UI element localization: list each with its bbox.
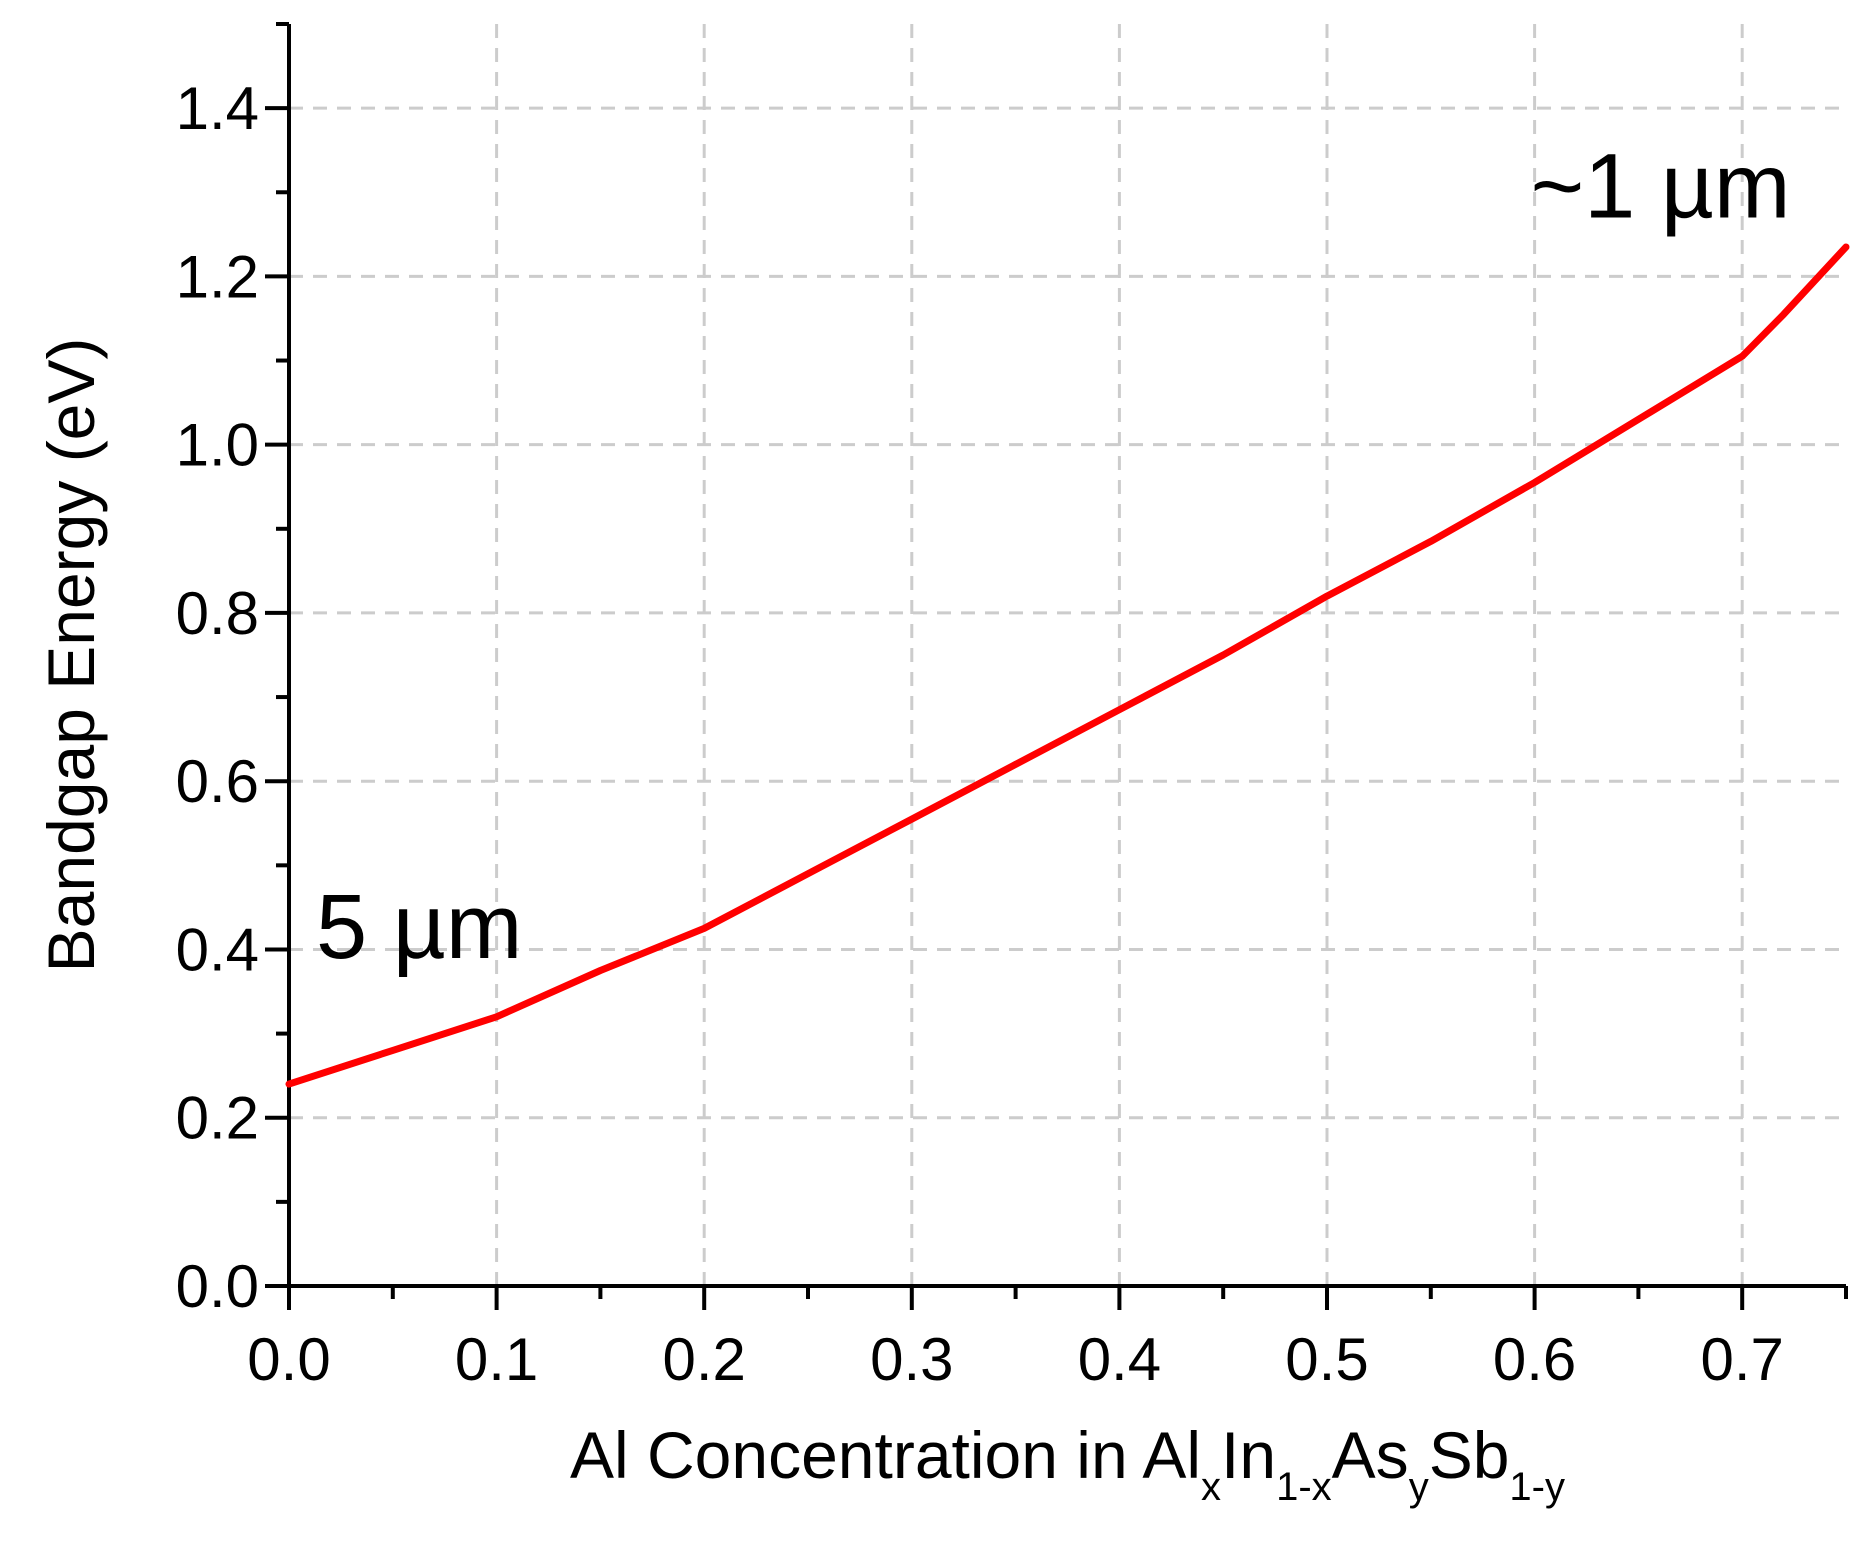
- series-layer: [285, 243, 1850, 1088]
- x-axis-title-part: Al Concentration in Al: [570, 1418, 1201, 1492]
- x-tick-label: 0.7: [1700, 1326, 1783, 1393]
- y-tick-label: 0.0: [176, 1253, 259, 1320]
- x-axis-title-part: In: [1221, 1418, 1276, 1492]
- y-tick-label: 1.0: [176, 412, 259, 479]
- y-tick-label: 1.2: [176, 243, 259, 310]
- x-axis-title-part: As: [1332, 1418, 1409, 1492]
- axis-ticks: [265, 22, 1848, 1310]
- axes: [287, 24, 1846, 1288]
- x-axis-title-subscript: x: [1201, 1465, 1221, 1509]
- y-tick-label: 0.2: [176, 1085, 259, 1152]
- grid-lines: [289, 24, 1846, 1286]
- x-axis-title-part: Sb: [1429, 1418, 1510, 1492]
- x-axis-title-subscript: y: [1409, 1465, 1429, 1509]
- series-line: [285, 243, 1850, 1088]
- x-tick-label: 0.1: [455, 1326, 538, 1393]
- y-tick-label: 0.4: [176, 916, 259, 983]
- x-axis-title: Al Concentration in AlxIn1-xAsySb1-y: [570, 1418, 1565, 1509]
- x-tick-label: 0.5: [1285, 1326, 1368, 1393]
- y-tick-label: 0.6: [176, 748, 259, 815]
- y-tick-label: 1.4: [176, 75, 259, 142]
- x-axis-title-subscript: 1-x: [1276, 1465, 1332, 1509]
- tick-labels: 0.0 0.1 0.2 0.3 0.4 0.5 0.6 0.7 0.0 0.2 0.4 0.6 0.8 1…: [176, 75, 1784, 1393]
- x-tick-label: 0.3: [870, 1326, 953, 1393]
- x-axis-title-subscript: 1-y: [1509, 1465, 1565, 1509]
- x-tick-label: 0.0: [247, 1326, 330, 1393]
- y-axis-title: Bandgap Energy (eV): [34, 338, 108, 973]
- annotations: 5 µm ~1 µm: [316, 136, 1791, 978]
- x-tick-label: 0.2: [662, 1326, 745, 1393]
- x-tick-label: 0.4: [1078, 1326, 1161, 1393]
- annotation-label: 5 µm: [316, 876, 522, 978]
- annotation-label: ~1 µm: [1530, 136, 1790, 238]
- x-tick-label: 0.6: [1493, 1326, 1576, 1393]
- y-tick-label: 0.8: [176, 580, 259, 647]
